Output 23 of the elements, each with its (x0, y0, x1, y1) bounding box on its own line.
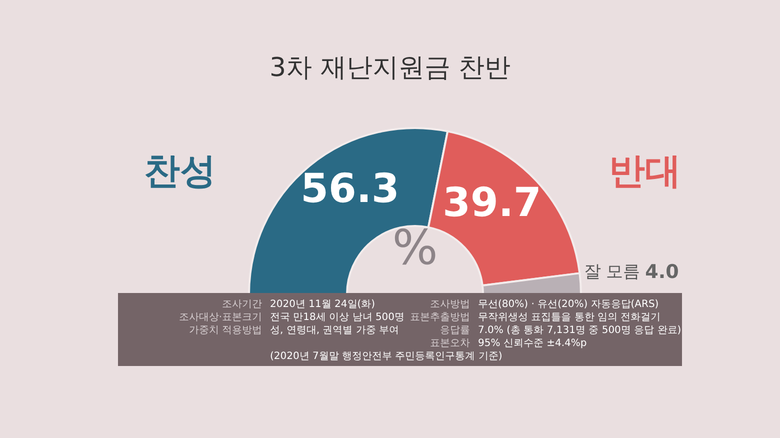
data-label: 39.7 (442, 180, 542, 226)
text: 표본추출방법 (410, 312, 470, 323)
text: 조사기간 (222, 299, 262, 310)
slice-label: 찬성 (144, 151, 216, 192)
text: 가중치 적용방법 (188, 325, 262, 336)
text: 95% 신뢰수준 ±4.4%p (478, 338, 587, 349)
text: 조사대상·표본크기 (178, 312, 262, 323)
text: 7.0% (총 통화 7,131명 중 500명 응답 완료) (478, 325, 682, 336)
chart-title: 3차 재난지원금 찬반 (269, 53, 511, 83)
slice-label: 잘 모름 (584, 262, 640, 282)
text: 응답률 (440, 325, 470, 336)
data-label: 56.3 (300, 166, 400, 212)
text: 2020년 11월 24일(화) (270, 299, 376, 310)
data-label: 4.0 (645, 261, 679, 283)
text: 표본오차 (430, 338, 470, 349)
slice-label: 반대 (609, 151, 681, 192)
text: 조사방법 (430, 299, 470, 310)
text: 무작위생성 표집틀을 통한 임의 전화걸기 (478, 312, 661, 323)
text: % (392, 220, 438, 276)
text: 무선(80%) · 유선(20%) 자동응답(ARS) (478, 299, 659, 310)
text: 전국 만18세 이상 남녀 500명 (270, 312, 405, 323)
text: 성, 연령대, 권역별 가중 부여 (270, 325, 400, 336)
text: (2020년 7월말 행정안전부 주민등록인구통계 기준) (270, 351, 502, 362)
